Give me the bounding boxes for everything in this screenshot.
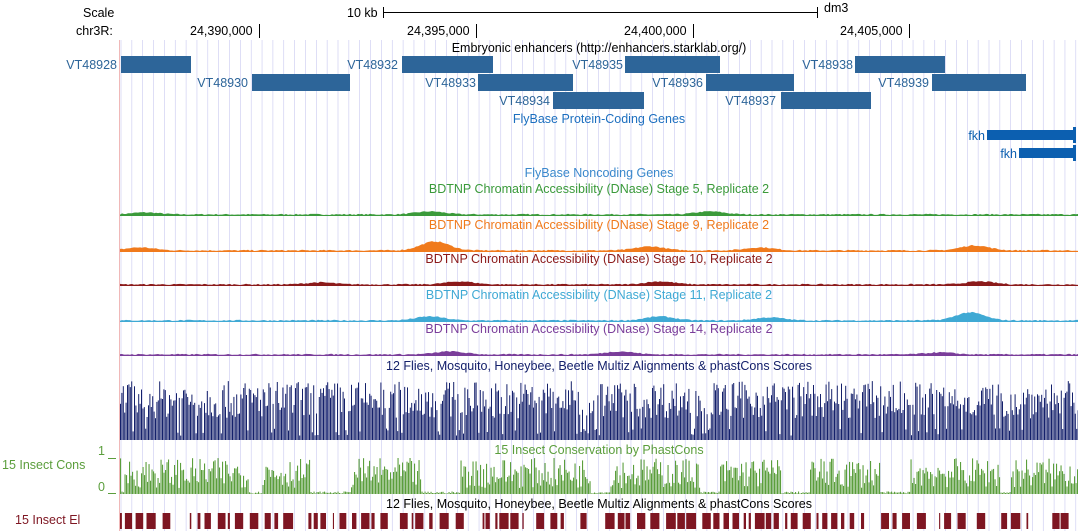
enhancer-label[interactable]: VT48935 bbox=[572, 58, 623, 72]
noncoding-track-title[interactable]: FlyBase Noncoding Genes bbox=[524, 166, 674, 180]
gene-feature[interactable] bbox=[987, 130, 1076, 140]
enhancer-label[interactable]: VT48939 bbox=[878, 76, 929, 90]
enhancer-label[interactable]: VT48930 bbox=[197, 76, 248, 90]
enhancer-feature[interactable] bbox=[781, 92, 871, 109]
multiz-track-title[interactable]: 12 Flies, Mosquito, Honeybee, Beetle Mul… bbox=[386, 359, 812, 373]
scalebar-right-cap bbox=[817, 7, 818, 18]
enhancer-label[interactable]: VT48937 bbox=[725, 94, 776, 108]
dnase-stage9-signal[interactable] bbox=[120, 234, 1078, 252]
insect-cons-track-title[interactable]: 15 Insect Conservation by PhastCons bbox=[494, 443, 704, 457]
scale-label: Scale bbox=[83, 6, 115, 20]
enhancer-label[interactable]: VT48934 bbox=[499, 94, 550, 108]
dnase-stage11-title[interactable]: BDTNP Chromatin Accessibility (DNase) St… bbox=[425, 288, 773, 302]
enhancer-label[interactable]: VT48932 bbox=[347, 58, 398, 72]
enhancer-feature[interactable] bbox=[625, 56, 720, 73]
dnase-stage10-signal[interactable] bbox=[120, 268, 1078, 286]
genes-track-title[interactable]: FlyBase Protein-Coding Genes bbox=[512, 112, 686, 126]
position-label: 24,395,000 bbox=[407, 24, 470, 38]
position-label: 24,390,000 bbox=[190, 24, 253, 38]
position-tick bbox=[693, 24, 694, 38]
dnase-stage14-title[interactable]: BDTNP Chromatin Accessibility (DNase) St… bbox=[425, 322, 773, 336]
enhancer-label[interactable]: VT48936 bbox=[652, 76, 703, 90]
dnase-stage11-signal[interactable] bbox=[120, 304, 1078, 322]
position-tick bbox=[476, 24, 477, 38]
scalebar-left-cap bbox=[383, 7, 384, 18]
position-label: 24,400,000 bbox=[624, 24, 687, 38]
enhancer-label[interactable]: VT48938 bbox=[802, 58, 853, 72]
insect-cons-side-label[interactable]: 15 Insect Cons bbox=[2, 458, 86, 472]
scalebar-line bbox=[383, 12, 817, 13]
chrom-label: chr3R: bbox=[76, 24, 113, 38]
enhancer-feature[interactable] bbox=[478, 74, 573, 91]
axis-tick bbox=[108, 458, 116, 459]
dnase-stage14-signal[interactable] bbox=[120, 338, 1078, 356]
insect-cons-max-label: 1 bbox=[98, 444, 105, 458]
multiz-conservation-signal[interactable] bbox=[120, 376, 1078, 440]
dnase-stage5-title[interactable]: BDTNP Chromatin Accessibility (DNase) St… bbox=[428, 182, 770, 196]
insect-el-side-label[interactable]: 15 Insect El bbox=[15, 513, 81, 527]
assembly-label: dm3 bbox=[824, 1, 849, 15]
enhancer-label[interactable]: VT48928 bbox=[66, 58, 117, 72]
enhancer-feature[interactable] bbox=[932, 74, 1026, 91]
scalebar-label: 10 kb bbox=[347, 6, 378, 20]
multiz-track-title-2[interactable]: 12 Flies, Mosquito, Honeybee, Beetle Mul… bbox=[386, 497, 812, 511]
enhancer-feature[interactable] bbox=[706, 74, 794, 91]
dnase-stage9-title[interactable]: BDTNP Chromatin Accessibility (DNase) St… bbox=[428, 218, 770, 232]
gene-label[interactable]: fkh bbox=[1000, 147, 1017, 161]
enhancer-feature[interactable] bbox=[553, 92, 644, 109]
enhancer-feature[interactable] bbox=[402, 56, 493, 73]
dnase-stage5-signal[interactable] bbox=[120, 198, 1078, 216]
position-tick bbox=[909, 24, 910, 38]
gene-cds-end bbox=[1073, 127, 1076, 143]
enhancer-feature[interactable] bbox=[121, 56, 191, 73]
gene-cds-end bbox=[1073, 145, 1076, 161]
insect-el-features[interactable] bbox=[120, 512, 1078, 530]
gene-label[interactable]: fkh bbox=[968, 129, 985, 143]
position-tick bbox=[259, 24, 260, 38]
enhancers-track-title[interactable]: Embryonic enhancers (http://enhancers.st… bbox=[451, 41, 747, 55]
axis-tick bbox=[108, 493, 116, 494]
gene-feature[interactable] bbox=[1019, 148, 1076, 158]
insect-cons-min-label: 0 bbox=[98, 480, 105, 494]
dnase-stage10-title[interactable]: BDTNP Chromatin Accessibility (DNase) St… bbox=[425, 252, 773, 266]
enhancer-feature[interactable] bbox=[252, 74, 350, 91]
enhancer-feature[interactable] bbox=[855, 56, 945, 73]
position-label: 24,405,000 bbox=[840, 24, 903, 38]
enhancer-label[interactable]: VT48933 bbox=[425, 76, 476, 90]
insect-cons-signal[interactable] bbox=[120, 458, 1078, 494]
